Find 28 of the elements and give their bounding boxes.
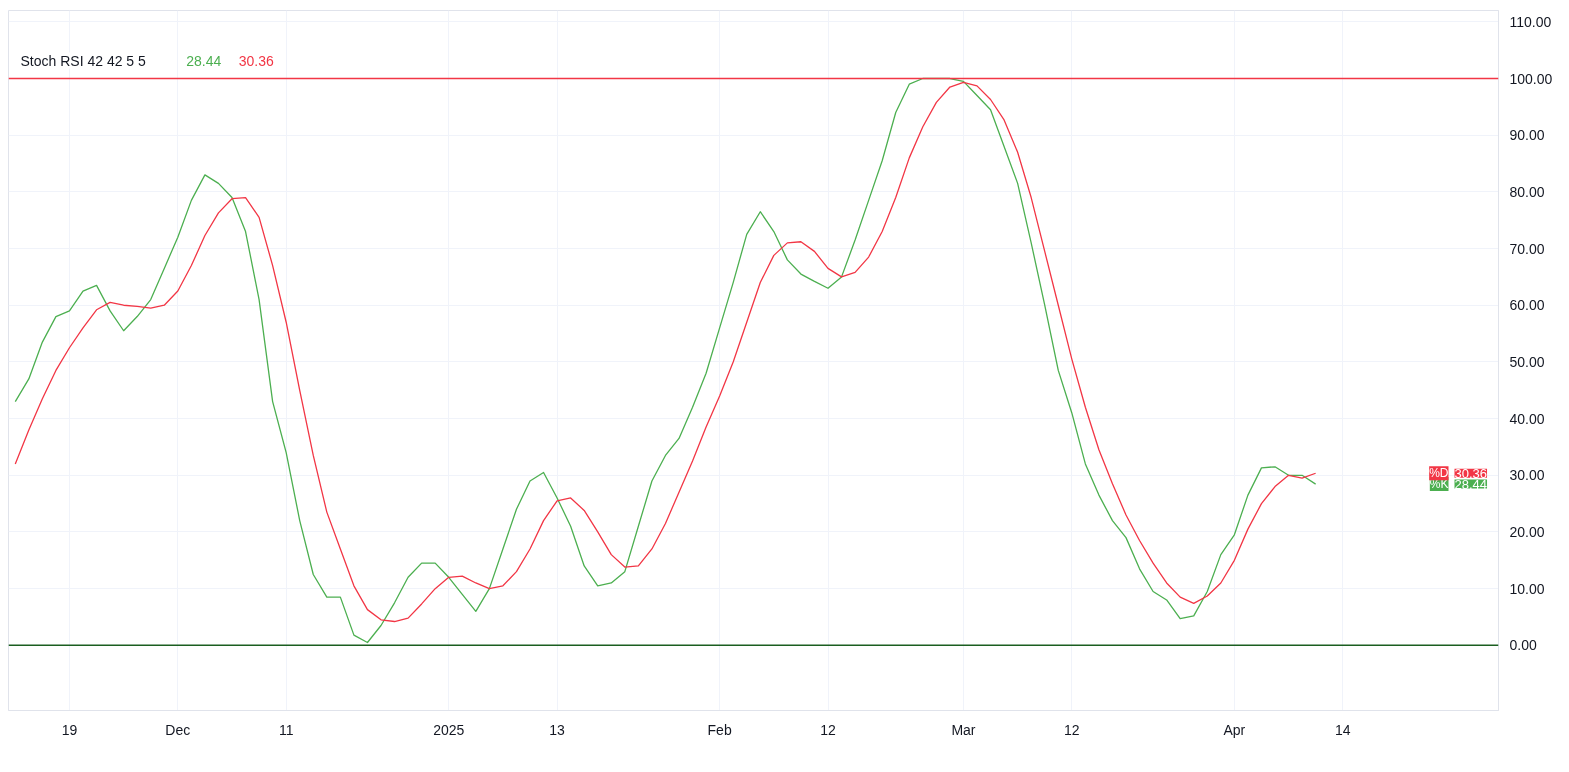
y-tick-label: 90.00 [1509,127,1545,144]
y-tick-label: 20.00 [1509,523,1545,540]
y-tick-label: 50.00 [1509,353,1545,370]
x-tick-label: 14 [1334,721,1351,738]
x-tick-label: Dec [165,721,191,738]
y-tick-label: 60.00 [1509,297,1545,314]
x-tick-label: Apr [1223,721,1246,738]
y-tick-label: 100.00 [1509,70,1553,87]
y-tick-label: 0.00 [1509,637,1537,654]
annotation: 30.36 [238,52,275,69]
x-tick-label: 2025 [433,721,465,738]
y-tick-label: 30.00 [1509,467,1545,484]
text: 30.36 [1454,465,1488,481]
y-tick-label: 110.00 [1509,13,1552,30]
x-tick-label: 11 [278,721,294,738]
x-tick-label: 13 [549,721,566,738]
y-tick-label: 10.00 [1509,580,1545,597]
x-tick-label: 19 [61,721,78,738]
annotation: 28.44 [186,52,222,69]
text: Stoch RSI 42 42 5 5 [20,52,147,69]
y-tick-label: 70.00 [1509,240,1545,257]
x-tick-label: Feb [707,721,732,738]
y-tick-label: 80.00 [1509,183,1545,200]
x-tick-label: 12 [820,721,836,738]
x-tick-label: 12 [1064,721,1080,738]
y-tick-label: 40.00 [1509,410,1545,427]
x-tick-label: Mar [951,721,976,738]
legend-label: %D [1429,466,1449,481]
